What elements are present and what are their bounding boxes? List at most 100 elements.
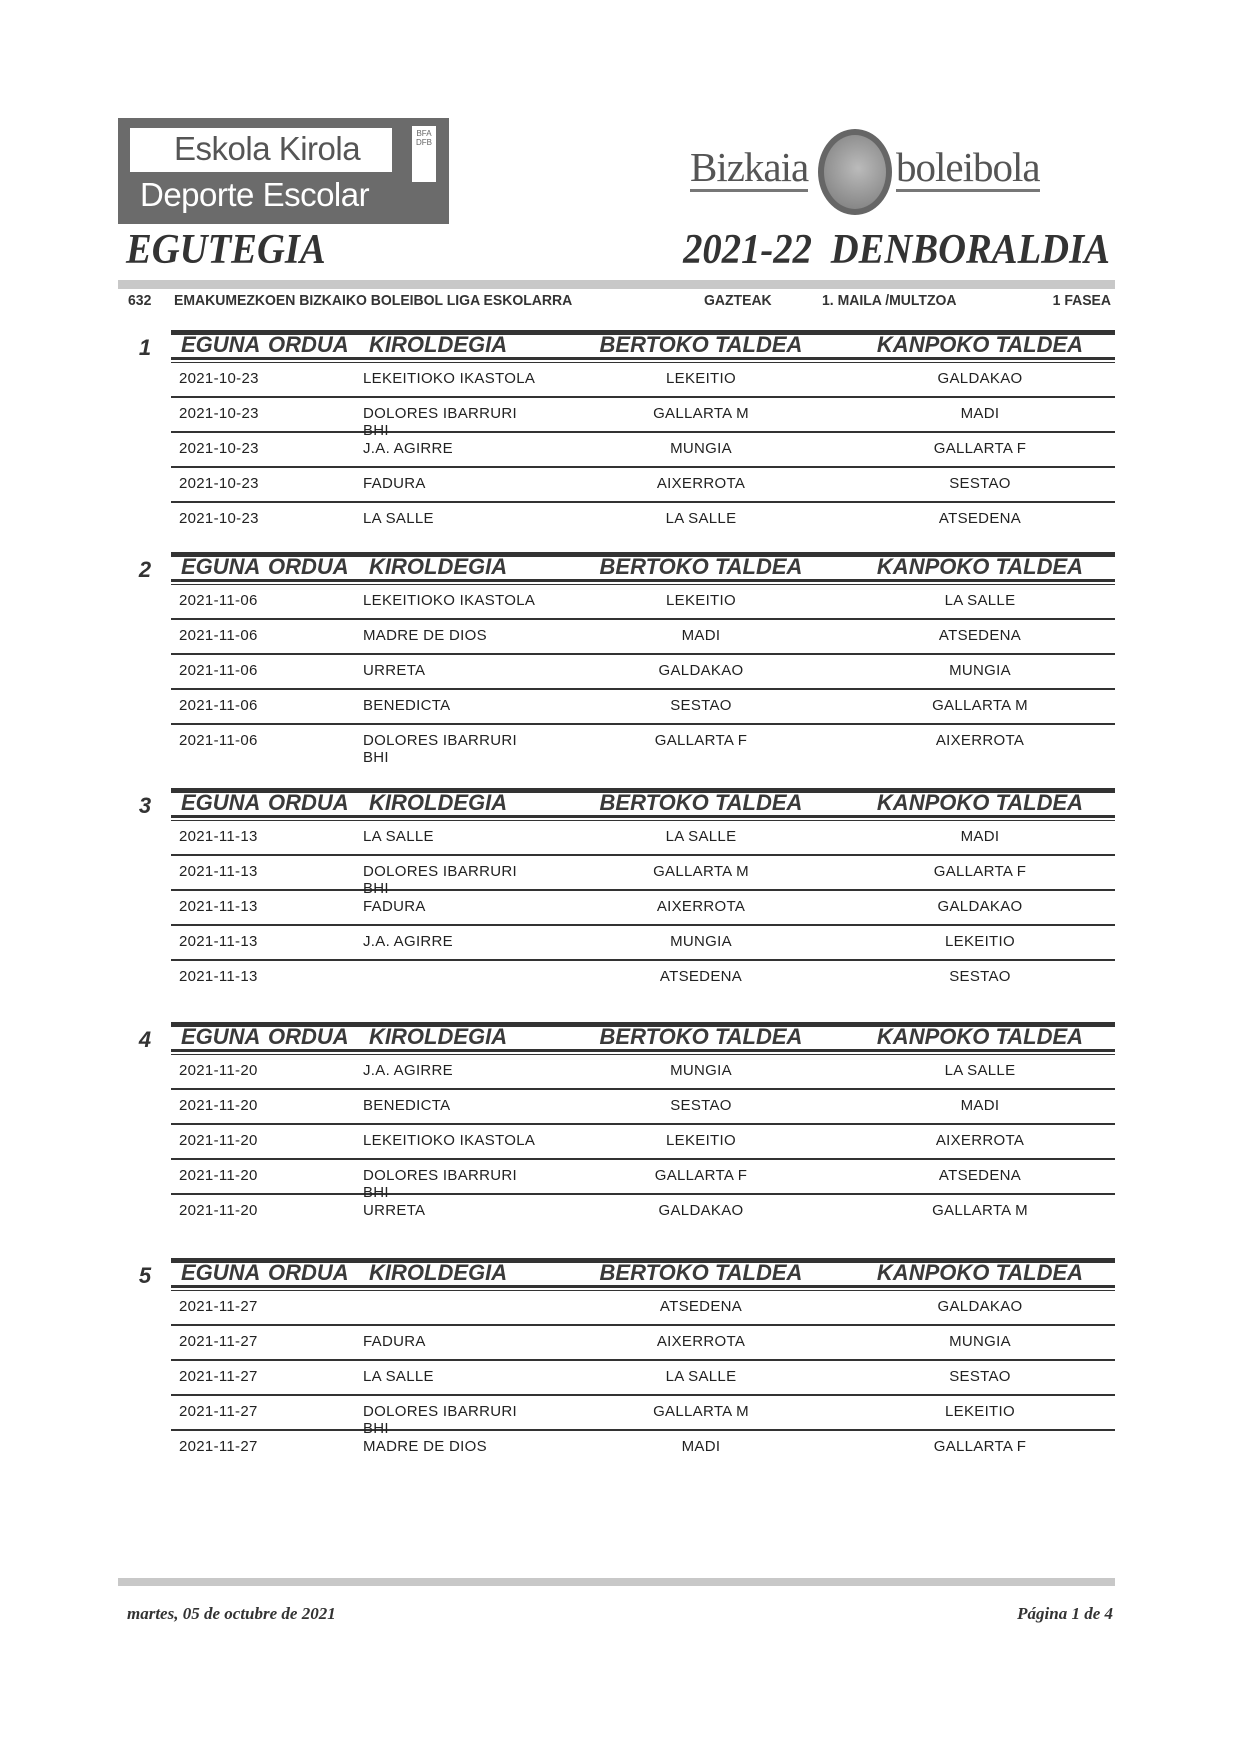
away-team: GALDAKAO <box>937 898 1023 915</box>
match-date: 2021-11-06 <box>179 592 258 609</box>
col-away: KANPOKO TALDEA <box>876 1260 1084 1285</box>
away-team: GALDAKAO <box>937 370 1023 387</box>
match-date: 2021-11-06 <box>179 697 258 714</box>
col-time: ORDUA <box>268 332 349 357</box>
table-row: 2021-11-06 BENEDICTA SESTAO GALLARTA M <box>171 690 1115 725</box>
logo-text: Deporte Escolar <box>140 176 370 213</box>
match-date: 2021-11-27 <box>179 1368 258 1385</box>
table-row: 2021-11-13 ATSEDENA SESTAO <box>171 961 1115 996</box>
table-row: 2021-11-06 MADRE DE DIOS MADI ATSEDENA <box>171 620 1115 655</box>
matches-table: EGUNA ORDUA KIROLDEGIA BERTOKO TALDEA KA… <box>171 788 1115 996</box>
match-date: 2021-11-27 <box>179 1438 258 1455</box>
col-time: ORDUA <box>268 1260 349 1285</box>
home-team: LA SALLE <box>665 1368 737 1385</box>
volleyball-icon <box>818 129 892 215</box>
match-venue: BENEDICTA <box>363 697 451 714</box>
col-home: BERTOKO TALDEA <box>599 332 803 357</box>
away-team: MADI <box>960 405 1000 422</box>
table-row: 2021-11-20 J.A. AGIRRE MUNGIA LA SALLE <box>171 1055 1115 1090</box>
divider <box>171 1285 1115 1291</box>
table-row: 2021-11-20 LEKEITIOKO IKASTOLA LEKEITIO … <box>171 1125 1115 1160</box>
match-date: 2021-11-13 <box>179 828 258 845</box>
round-number: 3 <box>138 793 152 818</box>
home-team: SESTAO <box>670 1097 732 1114</box>
home-team: GALDAKAO <box>658 1202 744 1219</box>
match-date: 2021-10-23 <box>179 510 259 527</box>
home-team: AIXERROTA <box>656 475 746 492</box>
divider <box>171 330 1115 335</box>
col-date: EGUNA <box>181 790 261 815</box>
logo-text: Bizkaia <box>690 144 809 192</box>
match-date: 2021-11-20 <box>179 1167 258 1184</box>
match-date: 2021-11-20 <box>179 1202 258 1219</box>
table-row: 2021-11-06 LEKEITIOKO IKASTOLA LEKEITIO … <box>171 585 1115 620</box>
matches-table: EGUNA ORDUA KIROLDEGIA BERTOKO TALDEA KA… <box>171 1022 1115 1230</box>
table-row: 2021-11-27 DOLORES IBARRURI BHI GALLARTA… <box>171 1396 1115 1437</box>
competition-code: 632 <box>128 291 152 309</box>
match-venue: FADURA <box>363 1333 426 1350</box>
col-time: ORDUA <box>268 554 349 579</box>
table-row: 2021-11-06 DOLORES IBARRURI BHI GALLARTA… <box>171 725 1115 766</box>
divider <box>171 1258 1115 1263</box>
away-team: AIXERROTA <box>935 1132 1025 1149</box>
away-team: ATSEDENA <box>938 1167 1022 1184</box>
match-date: 2021-10-23 <box>179 440 259 457</box>
home-team: ATSEDENA <box>659 968 743 985</box>
match-date: 2021-11-27 <box>179 1333 258 1350</box>
matches-table: EGUNA ORDUA KIROLDEGIA BERTOKO TALDEA KA… <box>171 1258 1115 1466</box>
away-team: GALLARTA F <box>933 1438 1027 1455</box>
level: 1. MAILA /MULTZOA <box>822 291 957 309</box>
match-venue: DOLORES IBARRURI BHI <box>363 863 517 897</box>
away-team: LA SALLE <box>944 1062 1016 1079</box>
divider <box>171 1049 1115 1055</box>
eskola-kirola-logo: Eskola Kirola Deporte Escolar BFA DFB <box>118 118 449 224</box>
match-venue: LEKEITIOKO IKASTOLA <box>363 592 536 609</box>
divider <box>171 552 1115 557</box>
away-team: GALLARTA F <box>933 440 1027 457</box>
bfa-badge: BFA DFB <box>412 126 436 182</box>
home-team: GALLARTA M <box>653 405 749 422</box>
table-row: 2021-11-27 MADRE DE DIOS MADI GALLARTA F <box>171 1431 1115 1466</box>
table-header: EGUNA ORDUA KIROLDEGIA BERTOKO TALDEA KA… <box>171 1260 1115 1285</box>
col-venue: KIROLDEGIA <box>369 554 508 579</box>
match-venue: LA SALLE <box>363 510 434 527</box>
home-team: GALLARTA M <box>653 1403 749 1420</box>
logo-text: boleibola <box>896 144 1041 192</box>
col-venue: KIROLDEGIA <box>369 1024 508 1049</box>
matches-table: EGUNA ORDUA KIROLDEGIA BERTOKO TALDEA KA… <box>171 552 1115 766</box>
match-venue: FADURA <box>363 475 426 492</box>
match-date: 2021-10-23 <box>179 405 259 422</box>
match-venue: URRETA <box>363 662 426 679</box>
divider <box>171 357 1115 363</box>
match-date: 2021-10-23 <box>179 475 259 492</box>
table-row: 2021-11-06 URRETA GALDAKAO MUNGIA <box>171 655 1115 690</box>
match-date: 2021-11-13 <box>179 968 258 985</box>
away-team: GALLARTA M <box>932 697 1028 714</box>
away-team: LEKEITIO <box>945 933 1015 950</box>
category: GAZTEAK <box>704 291 772 309</box>
col-venue: KIROLDEGIA <box>369 790 508 815</box>
col-home: BERTOKO TALDEA <box>599 790 803 815</box>
table-row: 2021-11-13 FADURA AIXERROTA GALDAKAO <box>171 891 1115 926</box>
home-team: LA SALLE <box>665 828 737 845</box>
round-number: 5 <box>138 1263 152 1288</box>
divider <box>118 280 1115 289</box>
match-venue: BENEDICTA <box>363 1097 451 1114</box>
table-row: 2021-11-20 BENEDICTA SESTAO MADI <box>171 1090 1115 1125</box>
home-team: MADI <box>681 627 721 644</box>
bizkaia-boleibola-logo: Bizkaia boleibola <box>690 125 1050 220</box>
col-away: KANPOKO TALDEA <box>876 790 1084 815</box>
match-date: 2021-11-27 <box>179 1298 258 1315</box>
divider <box>118 1578 1115 1586</box>
match-date: 2021-11-13 <box>179 898 258 915</box>
season-title: 2021-22 DENBORALDIA <box>683 227 1110 273</box>
table-header: EGUNA ORDUA KIROLDEGIA BERTOKO TALDEA KA… <box>171 554 1115 579</box>
away-team: GALLARTA M <box>932 1202 1028 1219</box>
col-venue: KIROLDEGIA <box>369 1260 508 1285</box>
away-team: MADI <box>960 828 1000 845</box>
table-row: 2021-11-13 J.A. AGIRRE MUNGIA LEKEITIO <box>171 926 1115 961</box>
home-team: MUNGIA <box>670 440 732 457</box>
match-date: 2021-11-20 <box>179 1062 258 1079</box>
match-venue: DOLORES IBARRURI BHI <box>363 405 517 439</box>
match-venue: MADRE DE DIOS <box>363 1438 487 1455</box>
